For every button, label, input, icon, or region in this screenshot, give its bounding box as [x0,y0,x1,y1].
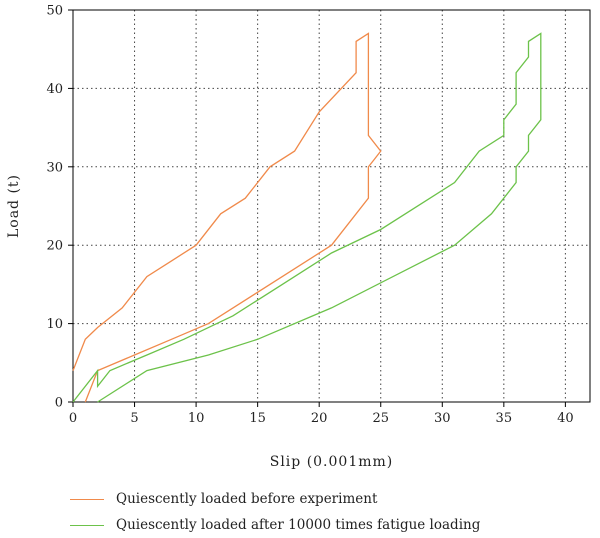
grid [73,10,590,402]
legend-swatch-before [70,498,104,500]
legend-label-before: Quiescently loaded before experiment [116,491,378,507]
legend-label-after: Quiescently loaded after 10000 times fat… [116,517,481,533]
series-lines [72,32,542,403]
y-tick-label: 30 [46,160,63,175]
legend-swatch-after [70,524,104,526]
series-line-0 [72,32,382,403]
x-tick-label: 5 [130,411,138,426]
x-tick-label: 10 [188,411,205,426]
x-tick-label: 30 [434,411,451,426]
y-tick-label: 50 [46,4,63,19]
x-tick-label: 0 [69,411,77,426]
chart: 0 5 10 15 20 25 30 35 40 0 10 20 30 40 50 Slip (0.001m… [6,4,591,470]
y-tick-label: 40 [46,82,63,97]
legend-item-before: Quiescently loaded before experiment [70,486,590,512]
legend: Quiescently loaded before experiment Qui… [70,486,590,538]
x-tick-label: 20 [311,411,328,426]
x-tick-label: 15 [249,411,266,426]
axis-ticks: 0 5 10 15 20 25 30 35 40 0 10 20 30 40 50 [46,4,573,427]
x-tick-label: 40 [557,411,574,426]
series-line-1 [72,32,542,403]
y-tick-label: 0 [55,396,63,411]
x-tick-label: 35 [496,411,513,426]
y-tick-label: 20 [46,239,63,254]
x-tick-label: 25 [372,411,389,426]
x-axis-title: Slip (0.001mm) [270,454,394,470]
legend-item-after: Quiescently loaded after 10000 times fat… [70,512,590,538]
plot-frame [72,9,591,403]
y-tick-label: 10 [46,317,63,332]
y-axis-title: Load (t) [6,174,22,238]
